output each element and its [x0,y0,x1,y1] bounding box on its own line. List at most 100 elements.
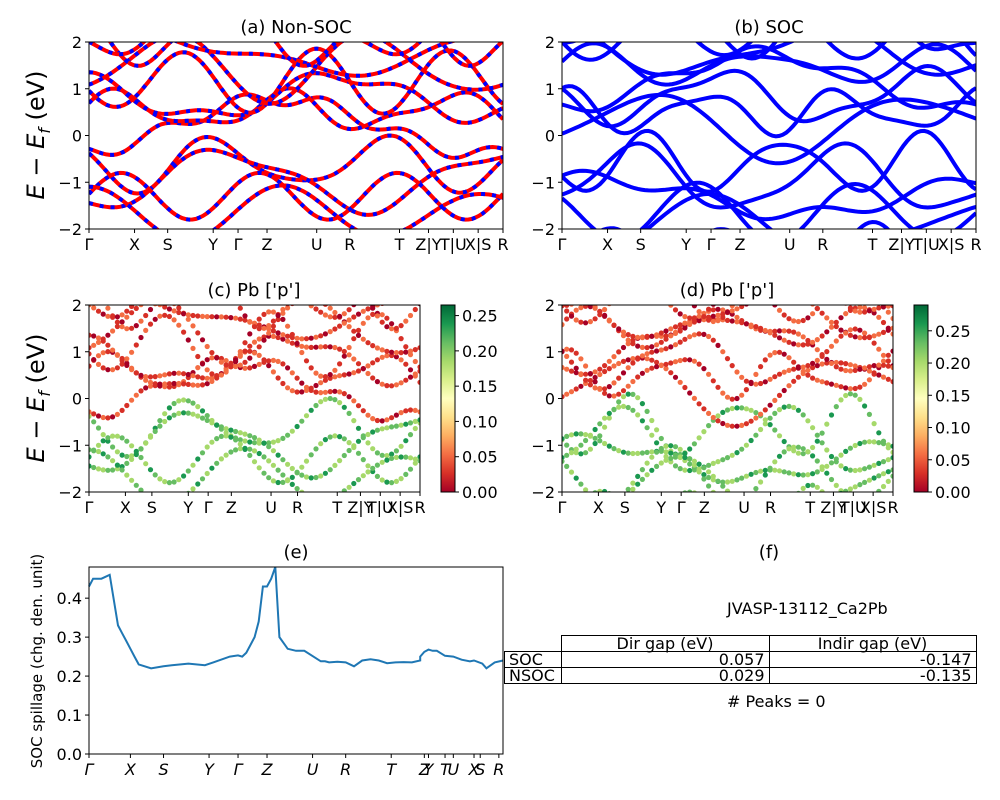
data-point [218,456,224,462]
data-point [673,283,678,288]
data-point [639,335,646,341]
ytick-label: 1 [545,80,555,99]
data-point [568,368,575,374]
data-point [204,381,210,387]
data-point [687,456,693,462]
data-point [649,235,654,240]
data-point [181,397,187,403]
data-point [871,306,877,312]
data-point [890,260,895,265]
data-point [696,461,702,467]
data-point [715,318,721,324]
data-point [843,330,849,336]
data-point [715,418,721,424]
data-point [838,463,844,469]
data-point [308,335,314,341]
ytick-label: 0.0 [57,745,82,764]
data-point [866,464,873,470]
data-point [724,455,731,461]
panel-d-xticks: Γ X S Y Γ Z U R T Z|YT|UX|S R [558,492,899,517]
data-point [573,365,579,371]
data-point [649,454,655,460]
data-point [630,521,635,526]
data-point [834,538,839,543]
data-point [157,373,163,379]
ytick-label: −2 [58,483,82,502]
data-point [578,293,583,298]
data-point [621,246,626,251]
data-point [365,370,371,377]
data-point [167,270,172,275]
data-point [687,274,692,279]
data-point [569,245,574,250]
data-point [261,357,267,363]
data-point [370,446,376,452]
data-point [645,529,650,534]
data-point [337,313,343,319]
data-point [805,297,810,302]
data-point [758,468,764,474]
data-point [95,335,102,341]
data-point [384,457,390,463]
data-point [739,405,745,411]
data-point [800,446,806,452]
data-point [762,327,768,334]
data-point [209,371,215,377]
data-point [185,468,191,474]
data-point [96,289,101,294]
data-point [162,372,168,378]
data-point [110,347,116,353]
data-point [157,305,163,308]
xtick-label: U [307,760,319,779]
data-point [810,375,816,381]
data-point [110,367,116,373]
data-point [871,310,877,316]
data-point [871,340,877,346]
data-point [185,371,191,378]
data-point [730,499,735,504]
panel-e-xticks: Γ X S Y Γ Z U R T ZY TU XS R [85,754,504,779]
data-point [663,328,669,334]
data-point [815,224,820,229]
xtick-label: R [765,498,776,517]
data-point [696,361,702,367]
data-point [588,492,593,497]
data-point [687,467,693,474]
data-point [620,370,627,376]
data-point [791,318,797,324]
data-point [872,533,877,538]
data-point [810,222,815,227]
data-point [635,558,640,563]
data-point [867,278,872,283]
data-point [143,385,149,391]
data-point [673,535,678,540]
data-point [417,300,422,305]
data-point [810,252,815,257]
data-point [176,370,182,376]
panel-b-title: (b) SOC [734,17,803,38]
data-point [332,433,338,439]
data-point [838,452,844,458]
data-point [857,482,863,488]
data-point [114,462,120,468]
data-point [697,492,702,497]
data-point [346,307,352,313]
data-point [569,514,574,519]
data-point [100,350,106,356]
data-point [299,349,305,356]
data-point [398,476,404,482]
data-point [162,411,168,417]
data-point [829,542,834,547]
data-point [805,472,811,478]
data-point [152,316,158,322]
data-point [625,337,631,343]
data-point [625,383,631,389]
data-point [148,297,153,302]
data-point [607,254,612,259]
data-point [588,283,593,288]
data-point [814,469,820,475]
data-point [124,438,130,444]
data-point [715,258,720,263]
xtick-label: U [447,760,459,779]
data-point [408,266,413,271]
